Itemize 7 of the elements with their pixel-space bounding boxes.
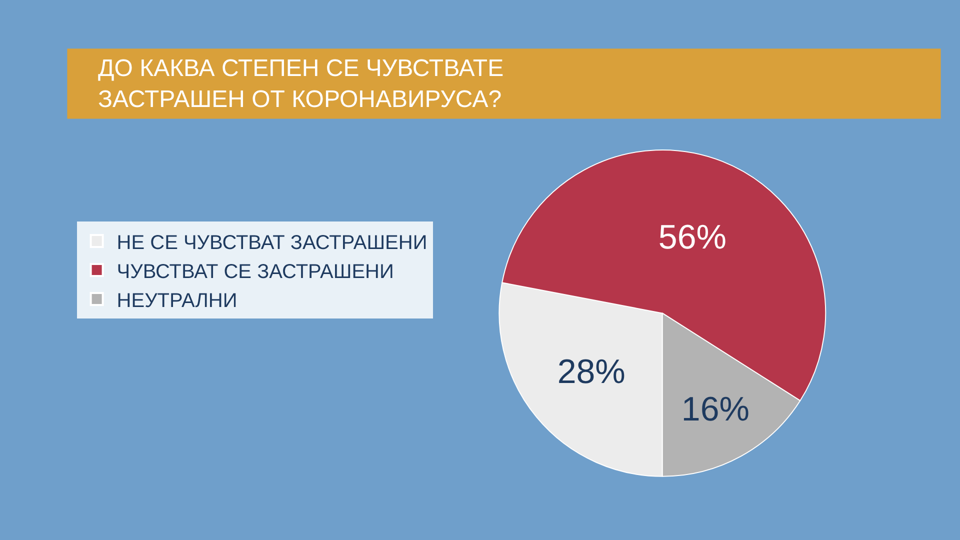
data-label: 56% [658,218,726,256]
data-label: 28% [557,352,626,391]
data-label: 16% [681,390,750,429]
legend-label: ЧУВСТВАТ СЕ ЗАСТРАШЕНИ [116,260,394,283]
chart-title: ДО КАКВА СТЕПЕН СЕ ЧУВСТВАТЕ ЗАСТРАШЕН ОТ КОРОНАВИРУСА? [98,55,504,114]
legend-label: НЕУТРАЛНИ [116,290,238,312]
legend-label: НЕ СЕ ЧУВСТВАТ ЗАСТРАШЕНИ [116,232,428,254]
